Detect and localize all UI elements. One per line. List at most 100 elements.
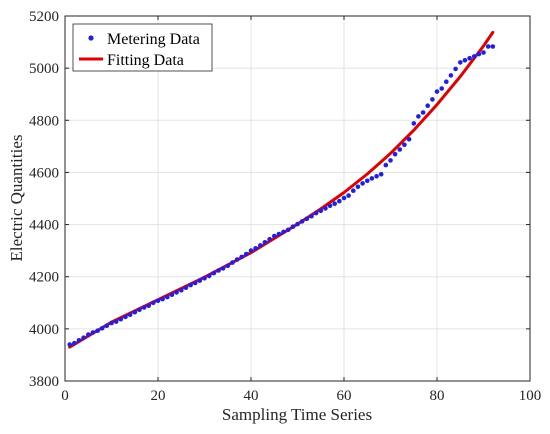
- metering-point: [146, 303, 151, 309]
- metering-point: [174, 290, 179, 295]
- metering-point: [355, 184, 361, 190]
- metering-point: [197, 278, 203, 283]
- metering-point: [165, 294, 170, 300]
- y-tick-label-4600: 4600: [29, 165, 59, 181]
- metering-point: [406, 137, 412, 142]
- metering-point: [262, 240, 268, 245]
- legend-label-fitting-data: Fitting Data: [107, 52, 184, 69]
- metering-point: [132, 309, 138, 315]
- x-axis-label: Sampling Time Series: [222, 405, 372, 424]
- metering-point: [137, 307, 142, 313]
- metering-point: [481, 50, 486, 55]
- y-tick-label-4400: 4400: [29, 218, 59, 234]
- y-axis-label: Electric Quantities: [7, 135, 26, 262]
- metering-point: [341, 195, 347, 201]
- metering-point: [86, 332, 91, 337]
- metering-point: [392, 151, 398, 157]
- metering-point: [90, 330, 96, 335]
- metering-point: [211, 270, 217, 276]
- metering-point: [476, 51, 482, 57]
- metering-point: [397, 147, 403, 152]
- metering-point: [281, 229, 286, 235]
- metering-point: [202, 276, 207, 281]
- y-tick-label-4200: 4200: [29, 270, 59, 286]
- metering-point: [299, 219, 305, 224]
- metering-point: [485, 44, 491, 49]
- metering-point: [192, 280, 198, 286]
- metering-point: [267, 236, 272, 242]
- metering-point: [276, 231, 282, 237]
- metering-point: [225, 263, 231, 269]
- metering-point: [206, 273, 212, 279]
- metering-point: [318, 208, 324, 214]
- metering-point: [179, 288, 184, 293]
- x-tick-label-100: 100: [519, 388, 542, 404]
- x-tick-label-40: 40: [244, 388, 259, 404]
- metering-point: [332, 201, 338, 206]
- metering-point: [490, 44, 496, 49]
- metering-point: [169, 292, 175, 298]
- metering-point: [313, 210, 319, 216]
- metering-point: [304, 216, 310, 222]
- metering-point: [411, 121, 417, 126]
- y-tick-label-5200: 5200: [29, 9, 59, 25]
- legend: Metering Data Fitting Data: [72, 23, 213, 72]
- y-tick-label-5000: 5000: [29, 61, 59, 77]
- metering-point: [95, 328, 100, 334]
- metering-point: [462, 58, 468, 63]
- metering-point: [388, 158, 393, 163]
- metering-point: [337, 198, 342, 204]
- metering-point: [351, 188, 356, 193]
- metering-point: [416, 114, 421, 119]
- metering-data-series: [67, 44, 496, 347]
- metering-point: [99, 326, 105, 331]
- metering-point: [323, 206, 328, 211]
- metering-point: [72, 340, 77, 346]
- legend-label-metering-data: Metering Data: [107, 31, 200, 48]
- metering-point: [420, 110, 426, 115]
- metering-point: [127, 312, 133, 318]
- metering-point: [258, 243, 263, 248]
- metering-point: [109, 320, 114, 326]
- metering-point: [216, 268, 221, 273]
- metering-point: [285, 227, 291, 233]
- metering-point: [346, 193, 351, 198]
- metering-point: [239, 254, 244, 260]
- metering-point: [439, 86, 445, 91]
- legend-marker-metering-data: [88, 35, 94, 41]
- metering-point: [183, 285, 189, 291]
- metering-point: [448, 73, 454, 78]
- fitting-data-line: [68, 30, 495, 349]
- metering-point: [188, 282, 193, 288]
- metering-point: [327, 203, 333, 209]
- metering-point: [123, 314, 128, 320]
- metering-point: [272, 233, 277, 239]
- metering-point: [430, 97, 435, 102]
- plot-frame: [64, 15, 531, 382]
- metering-point: [113, 319, 119, 324]
- x-tick-label-0: 0: [61, 388, 69, 404]
- metering-point: [81, 335, 86, 341]
- metering-point: [253, 246, 258, 251]
- metering-point: [234, 257, 240, 262]
- metering-point: [467, 55, 472, 61]
- metering-point: [369, 176, 375, 181]
- metering-point: [425, 103, 431, 108]
- metering-point: [360, 181, 365, 186]
- metering-point: [151, 300, 156, 306]
- metering-point: [295, 221, 300, 227]
- metering-point: [458, 60, 463, 65]
- metering-point: [471, 54, 477, 59]
- metering-point: [244, 251, 249, 257]
- metering-point: [365, 178, 370, 184]
- metering-point: [402, 142, 407, 148]
- metering-point: [248, 248, 254, 253]
- axis-ticks: 0 20 40 60 80 100 3800 4000 4200 4400 4600 4800 5000…: [29, 9, 541, 404]
- legend-box: [72, 23, 213, 72]
- metering-point: [141, 305, 147, 310]
- fitting-data-series: [68, 30, 495, 349]
- metering-point: [104, 323, 110, 329]
- metering-point: [230, 260, 235, 265]
- metering-point: [309, 213, 314, 219]
- x-tick-label-80: 80: [430, 388, 445, 404]
